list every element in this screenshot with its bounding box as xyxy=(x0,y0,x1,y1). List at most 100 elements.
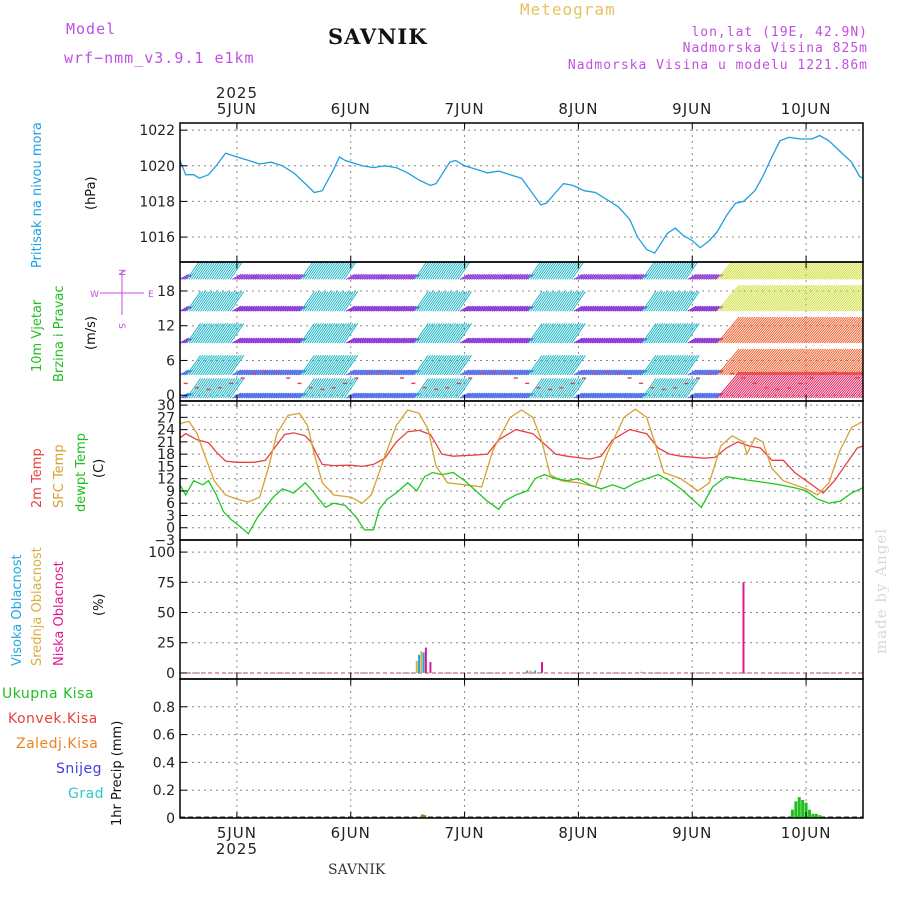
wind-barb xyxy=(241,369,251,376)
wind-barb xyxy=(180,305,189,312)
wind-barb xyxy=(632,369,642,376)
wind-barb xyxy=(782,316,806,344)
wind-tick-label: 12 xyxy=(157,319,175,335)
wind-barb xyxy=(839,316,863,344)
wind-barb xyxy=(257,305,267,312)
wind-barb xyxy=(762,348,786,376)
wind-barb xyxy=(828,348,852,376)
wind-barb xyxy=(771,284,795,312)
wind-barb xyxy=(635,337,645,344)
wind-barb xyxy=(842,317,863,344)
wind-barb xyxy=(675,262,690,280)
wind-barb xyxy=(848,381,863,399)
wind-barb xyxy=(332,262,346,280)
wind-barb xyxy=(338,291,354,312)
wind-barb xyxy=(687,305,697,312)
wind-barb xyxy=(491,273,501,280)
wind-barb xyxy=(427,291,443,312)
wind-barb xyxy=(541,378,557,399)
wind-barb xyxy=(320,354,336,376)
wind-barb xyxy=(370,273,381,280)
wind-barb xyxy=(625,337,636,344)
wind-barb xyxy=(671,262,685,280)
wind-barb xyxy=(329,378,345,399)
wind-barb xyxy=(252,305,262,312)
wind-barb xyxy=(316,378,331,399)
wind-barb xyxy=(195,323,211,344)
wind-barb xyxy=(555,291,570,312)
wind-barb xyxy=(505,273,515,280)
wind-barb xyxy=(605,273,615,280)
wind-barb xyxy=(325,354,340,376)
wind-barb xyxy=(234,392,244,399)
wind-barb xyxy=(430,262,444,280)
wind-barb xyxy=(327,262,341,280)
wind-barb xyxy=(653,378,668,399)
wind-barb xyxy=(532,354,548,376)
wind-barb xyxy=(254,392,265,399)
wind-barb xyxy=(728,316,751,344)
wind-barb xyxy=(464,273,474,280)
wind-barb xyxy=(575,273,586,280)
wind-barb xyxy=(662,354,677,376)
wind-barb xyxy=(420,354,436,376)
wind-barb xyxy=(323,354,338,376)
footer-station: SAVNIK xyxy=(328,862,386,878)
wind-barb xyxy=(487,337,497,344)
wind-barb xyxy=(568,262,583,280)
wind-barb xyxy=(234,337,244,344)
wind-barb xyxy=(468,305,479,312)
wind-barb xyxy=(434,354,450,376)
wind-barb xyxy=(771,316,795,344)
wind-barb xyxy=(537,291,552,312)
wind-barb xyxy=(803,348,827,376)
wind-barb xyxy=(254,273,265,280)
wind-barb xyxy=(229,291,245,312)
wind-barb xyxy=(284,305,294,312)
wind-barb xyxy=(675,354,691,376)
wind-barb xyxy=(796,262,813,280)
wind-barb xyxy=(751,348,774,376)
wind-barb xyxy=(732,262,749,280)
wind-barb xyxy=(375,305,385,312)
wind-barb xyxy=(646,354,661,376)
wind-barb xyxy=(810,348,833,376)
wind-barb xyxy=(694,369,704,376)
wind-barb xyxy=(805,316,829,344)
wind-barb xyxy=(382,369,392,376)
wind-barb xyxy=(746,348,770,376)
wind-barb xyxy=(757,348,781,376)
wind-barb xyxy=(512,392,522,399)
wind-barb xyxy=(662,291,677,312)
wind-barb xyxy=(552,291,568,312)
wind-barb xyxy=(826,371,849,399)
wind-barb xyxy=(252,273,262,280)
wind-barb xyxy=(766,262,783,280)
wind-barb xyxy=(842,262,858,280)
wind-barb xyxy=(487,392,497,399)
wind-barb xyxy=(732,371,756,399)
wind-barb xyxy=(425,354,441,376)
wind-barb xyxy=(812,348,836,376)
wind-barb xyxy=(500,392,510,399)
wind-barb xyxy=(359,337,369,344)
wind-barb xyxy=(386,273,397,280)
wind-barb xyxy=(261,305,271,312)
wind-barb xyxy=(650,378,666,399)
wind-barb xyxy=(792,316,815,344)
wind-barb xyxy=(361,392,372,399)
wind-barb xyxy=(789,262,806,280)
wind-barb xyxy=(796,371,820,399)
wind-barb xyxy=(814,284,838,312)
wind-barb xyxy=(568,323,584,344)
wind-barb xyxy=(835,262,851,280)
wind-barb xyxy=(291,305,301,312)
wind-barb xyxy=(325,291,340,312)
wind-barb xyxy=(769,262,785,280)
wind-barb xyxy=(496,337,506,344)
wind-barb xyxy=(707,273,718,280)
wind-barb xyxy=(594,392,604,399)
wind-barb xyxy=(546,378,561,399)
wind-barb xyxy=(607,273,617,280)
wind-barb xyxy=(564,323,579,344)
